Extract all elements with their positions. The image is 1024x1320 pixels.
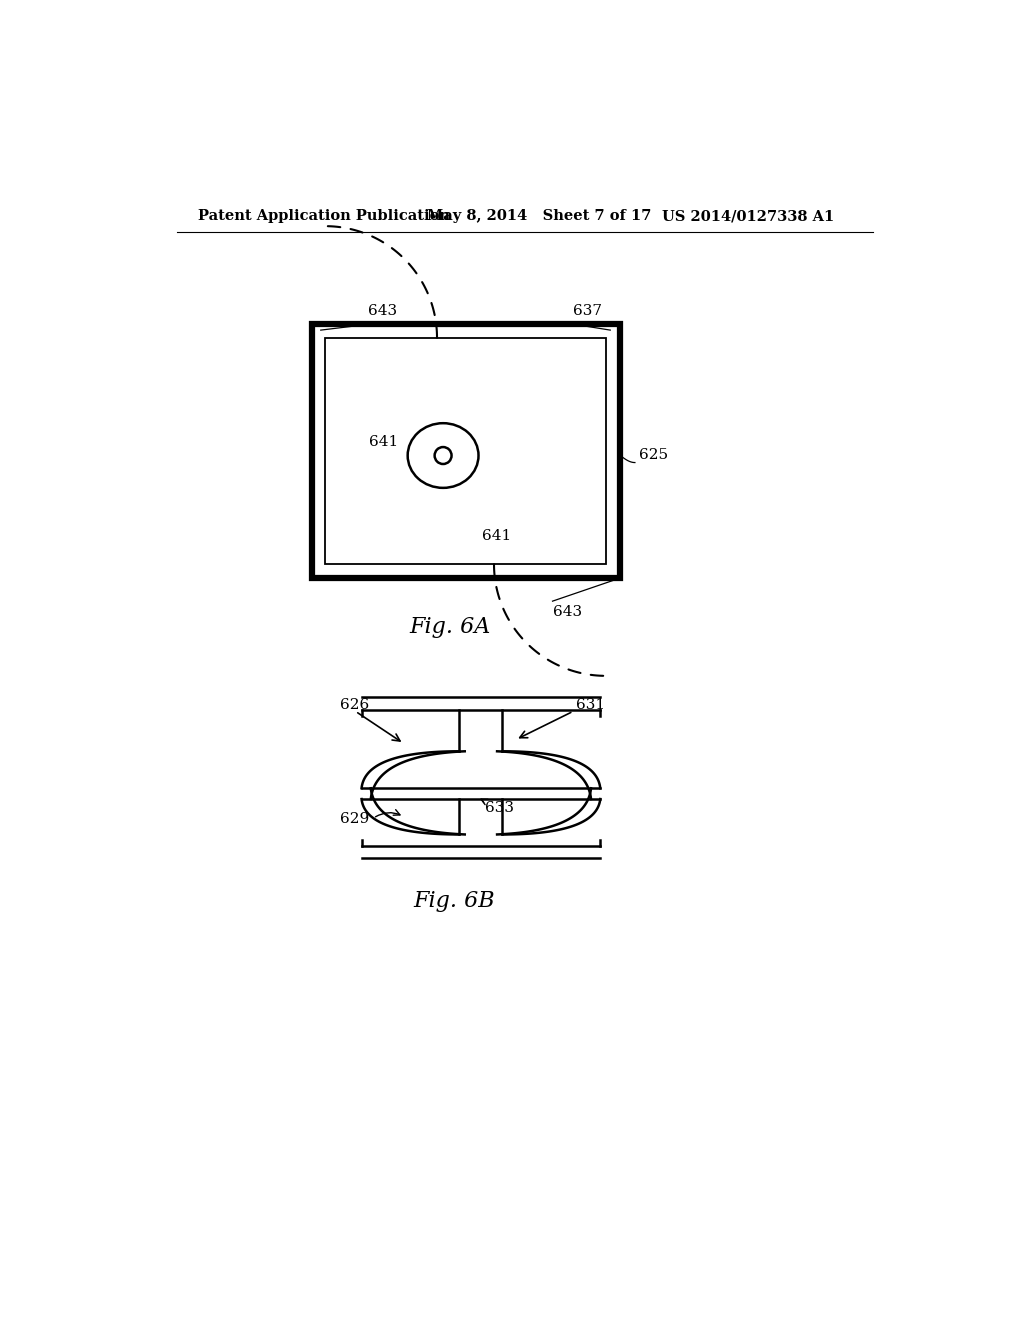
Text: 625: 625 xyxy=(639,447,668,462)
Text: 643: 643 xyxy=(368,304,397,318)
Text: Patent Application Publication: Patent Application Publication xyxy=(199,209,451,223)
Text: 631: 631 xyxy=(575,698,605,711)
Text: 629: 629 xyxy=(340,812,370,826)
Text: Fig. 6A: Fig. 6A xyxy=(410,615,490,638)
Text: 626: 626 xyxy=(340,698,370,711)
Text: 637: 637 xyxy=(573,304,602,318)
Text: May 8, 2014   Sheet 7 of 17: May 8, 2014 Sheet 7 of 17 xyxy=(427,209,651,223)
Text: 643: 643 xyxy=(553,605,582,619)
Text: US 2014/0127338 A1: US 2014/0127338 A1 xyxy=(662,209,835,223)
Text: 641: 641 xyxy=(482,529,512,543)
Text: Fig. 6B: Fig. 6B xyxy=(413,891,495,912)
Text: 641: 641 xyxy=(370,434,398,449)
Text: 633: 633 xyxy=(484,800,514,814)
